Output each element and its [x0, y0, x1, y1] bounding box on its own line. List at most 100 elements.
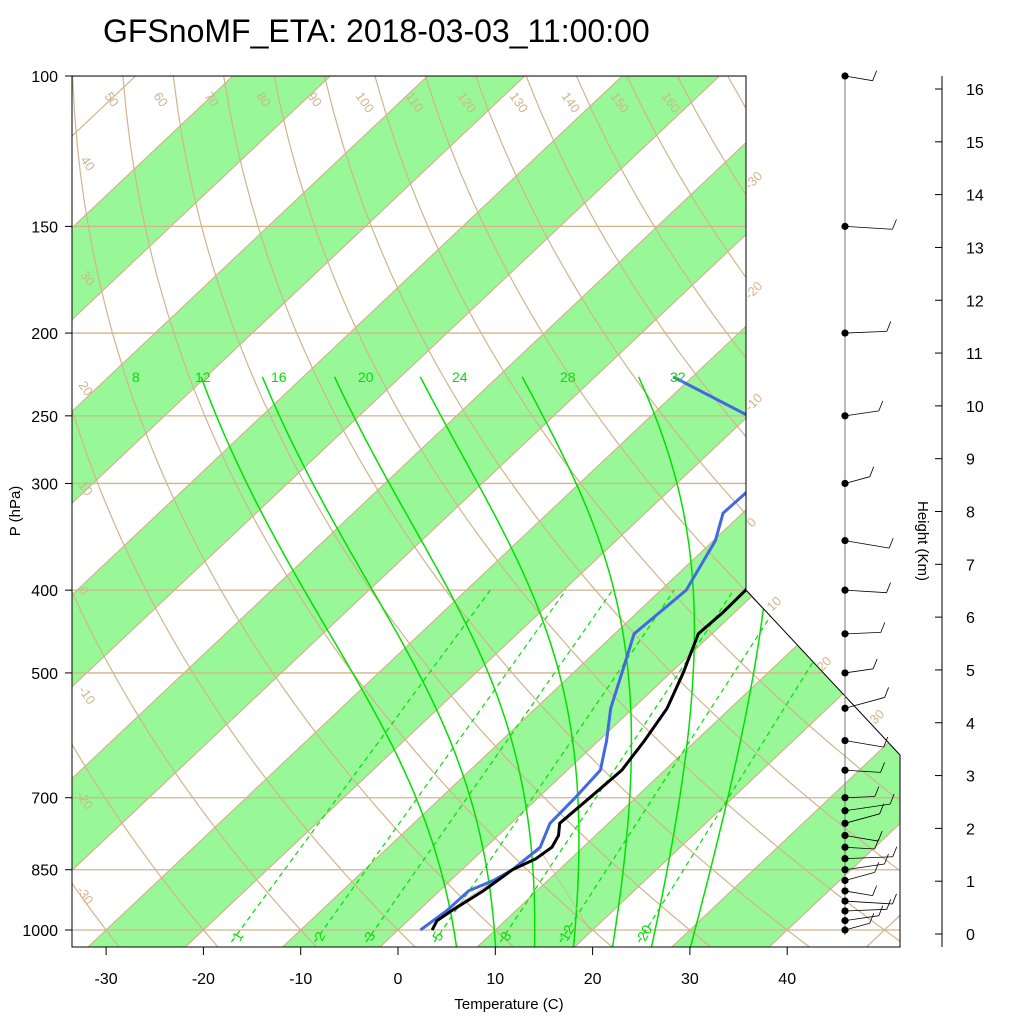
- wind-barb: [844, 632, 881, 635]
- wind-barb-feather: [869, 466, 875, 477]
- moist-adiabat-label: 28: [560, 369, 576, 385]
- wind-barb-feather: [877, 830, 883, 842]
- moist-adiabat-label: 12: [195, 369, 211, 385]
- wind-level-dot: [841, 222, 849, 230]
- wind-barb-feather: [880, 622, 886, 633]
- height-tick-label: 13: [966, 240, 984, 257]
- pressure-ticks: 100 150 200 250 300 400 500 700 850 1000: [22, 69, 72, 940]
- dry-adiabat-label: 70: [202, 89, 223, 109]
- wind-barb: [844, 476, 870, 484]
- chart-title: GFSnoMF_ETA: 2018-03-03_11:00:00: [103, 13, 650, 49]
- wind-level-dot: [841, 917, 849, 925]
- dry-adiabat-label: 140: [559, 89, 584, 115]
- wind-barb-feather: [872, 658, 878, 669]
- isotherm-line: [573, 76, 900, 947]
- wind-barb-feather: [886, 582, 891, 593]
- moist-adiabat-label: 24: [452, 369, 468, 385]
- wind-barb-feather: [874, 786, 880, 797]
- moist-adiabat: [200, 376, 458, 947]
- mixing-ratio-line: [559, 589, 788, 943]
- isotherm-label-left: 10: [76, 478, 97, 498]
- wind-barb: [844, 225, 893, 230]
- dry-adiabat: [172, 76, 713, 947]
- moist-adiabat: [637, 376, 696, 947]
- wind-barb: [844, 769, 881, 773]
- moist-adiabat: [333, 376, 536, 947]
- mixing-ratio-label: 5: [429, 929, 447, 944]
- moist-adiabat: [521, 376, 633, 947]
- temperature-ticks: -30 -20 -10 0 10 20 30 40: [95, 947, 796, 988]
- height-tick-label: 6: [966, 610, 975, 627]
- wind-level-dot: [841, 819, 849, 827]
- isotherm-label: -20: [742, 278, 766, 302]
- wind-barb-feather: [872, 885, 878, 896]
- pressure-tick-label: 100: [31, 69, 58, 86]
- temperature-tick-label: -20: [192, 971, 215, 988]
- wind-barb: [844, 900, 893, 905]
- wind-barb: [844, 331, 887, 334]
- height-tick-label: 9: [966, 452, 975, 469]
- pressure-tick-label: 500: [31, 666, 58, 683]
- isotherm-band: [476, 76, 900, 947]
- dry-adiabat: [122, 76, 614, 947]
- temperature-tick-label: 40: [778, 971, 796, 988]
- height-tick-label: 10: [966, 399, 984, 416]
- dry-adiabat: [929, 76, 1024, 948]
- wind-barb-feather: [886, 899, 892, 910]
- moist-adiabat-label: 20: [358, 369, 374, 385]
- mixing-ratio-line: [314, 589, 567, 943]
- isotherm-band: [72, 76, 567, 947]
- dry-adiabat: [475, 76, 900, 947]
- isotherm-band: [72, 76, 761, 947]
- y-axis-label: P (hPa): [7, 486, 24, 537]
- dry-adiabat: [980, 76, 1024, 948]
- mixing-ratio-label: 12: [556, 922, 578, 944]
- isotherm-bands: [72, 76, 900, 947]
- wind-barb-feather: [892, 846, 898, 857]
- isotherm-line: [475, 76, 900, 947]
- dry-adiabat: [72, 76, 516, 947]
- isotherm-line: [72, 76, 762, 947]
- wind-barb: [844, 915, 879, 922]
- wind-barb: [844, 835, 879, 842]
- wind-barb: [844, 922, 870, 931]
- wind-barb: [844, 796, 875, 799]
- moist-adiabat: [261, 376, 497, 947]
- mixing-ratio-label: 20: [634, 922, 656, 944]
- wind-barb-feather: [874, 862, 880, 873]
- wind-barb: [844, 668, 874, 674]
- height-tick-label: 0: [966, 927, 975, 944]
- wind-barb-feather: [883, 736, 889, 748]
- isotherm-label: 30: [867, 706, 888, 727]
- wind-barb: [844, 863, 885, 871]
- dry-adiabat-label: 80: [254, 89, 275, 109]
- wind-barb: [844, 75, 873, 82]
- wind-barb: [844, 589, 887, 594]
- wind-barb: [844, 697, 885, 709]
- wind-level-dot: [841, 704, 849, 712]
- wind-barb: [844, 803, 891, 812]
- isotherm-label: 10: [764, 593, 785, 614]
- wind-barb-feather: [872, 70, 878, 81]
- pressure-tick-label: 700: [31, 791, 58, 808]
- dry-adiabat-label: 90: [305, 89, 326, 109]
- wind-barb: [844, 740, 884, 748]
- wind-barb-feather: [880, 762, 885, 773]
- dry-adiabat: [273, 76, 900, 947]
- plot-area: [72, 76, 1024, 948]
- dry-adiabat-label: 130: [507, 89, 532, 115]
- temperature-tick-label: -30: [95, 971, 118, 988]
- height-tick-label: 11: [966, 346, 983, 363]
- dry-adiabat-label: 60: [151, 89, 172, 109]
- temperature-tick-label: 30: [681, 971, 699, 988]
- x-axis-label: Temperature (C): [454, 996, 563, 1013]
- height-tick-label: 16: [966, 82, 984, 99]
- temperature-tick-label: -10: [289, 971, 312, 988]
- isotherm-label-left: 20: [76, 378, 97, 398]
- wind-barb: [844, 846, 875, 850]
- plot-frame: [71, 75, 901, 948]
- dry-adiabat: [878, 76, 900, 947]
- height-tick-label: 15: [966, 135, 984, 152]
- temperature-tick-label: 0: [394, 971, 403, 988]
- dry-adiabat: [323, 76, 900, 947]
